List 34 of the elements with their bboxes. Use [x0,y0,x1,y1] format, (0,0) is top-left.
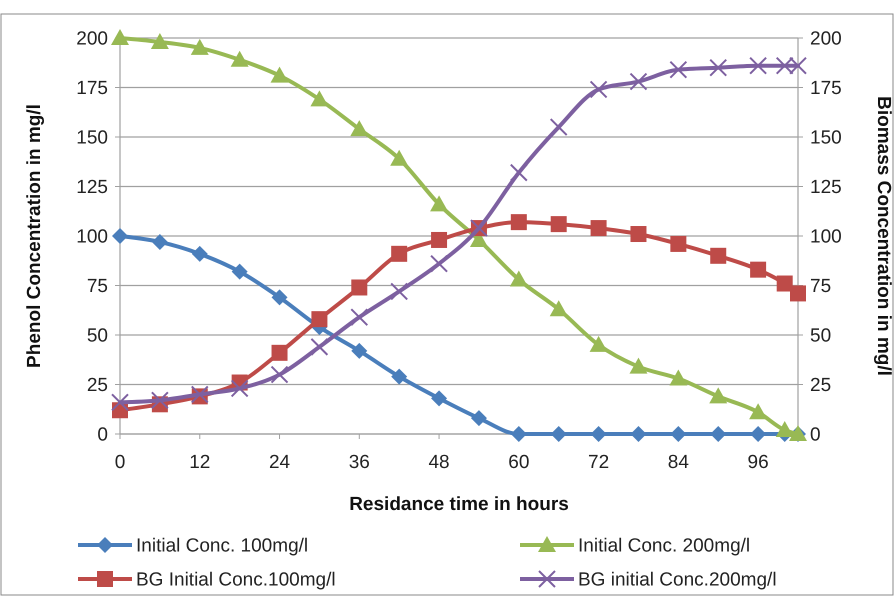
y-tick-label: 125 [76,177,108,198]
y-tick-label: 50 [86,326,108,347]
y2-tick-label: 150 [810,128,842,149]
y2-tick-label: 100 [810,226,842,248]
x-tick-label: 48 [428,452,450,473]
y-tick-label: 200 [76,28,108,50]
y-tick-label: 175 [76,78,108,100]
y-tick-label: 150 [76,128,108,149]
x-tick-label: 12 [189,452,210,473]
legend-label: Initial Conc. 200mg/l [578,536,750,557]
x-axis-title: Residance time in hours [349,494,569,515]
x-tick-label: 0 [114,452,126,473]
y2-axis-title: Biomass Concentration in mg/l [873,96,894,376]
legend-label: BG initial Conc.200mg/l [578,570,777,591]
x-tick-label: 72 [588,452,610,473]
y2-tick-label: 50 [810,326,832,347]
y-tick-label: 100 [76,226,108,248]
x-tick-label: 60 [508,452,530,473]
x-tick-label: 84 [668,452,690,473]
x-tick-label: 96 [748,452,769,473]
x-tick-label: 24 [268,452,291,473]
y2-tick-label: 25 [810,375,832,396]
legend-label: Initial Conc. 100mg/l [136,536,308,557]
y-tick-label: 25 [86,375,108,396]
y-tick-label: 75 [86,276,108,298]
y2-tick-label: 125 [810,177,842,198]
y2-tick-label: 0 [810,424,821,446]
y2-tick-label: 200 [810,28,842,50]
y-tick-label: 0 [97,424,108,446]
legend-label: BG Initial Conc.100mg/l [136,570,336,591]
y2-tick-label: 75 [810,276,832,298]
x-tick-label: 36 [348,452,370,473]
y-axis-title: Phenol Concentration in mg/l [24,104,45,368]
y2-tick-label: 175 [810,78,842,100]
